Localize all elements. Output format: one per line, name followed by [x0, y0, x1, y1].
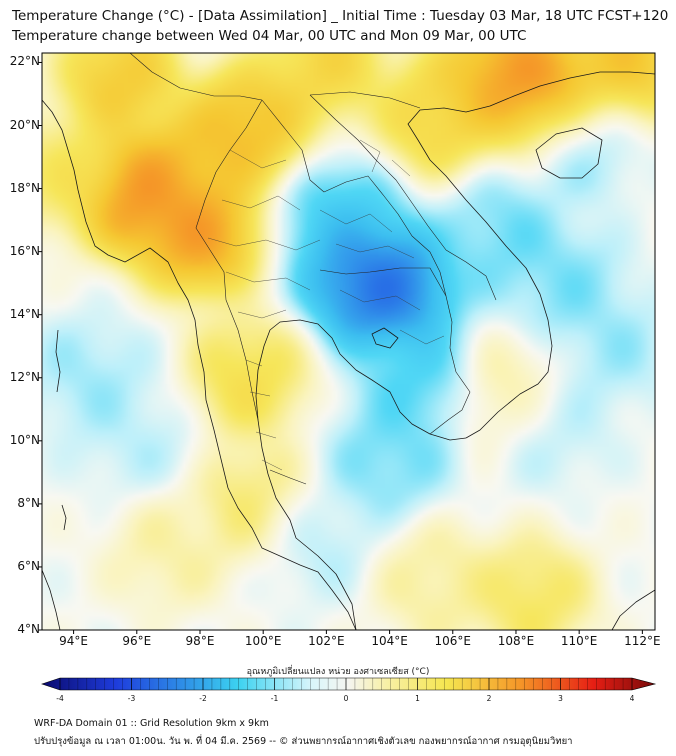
lat-label: 14°N	[9, 306, 40, 321]
map-frame	[41, 52, 656, 631]
lat-label: 20°N	[9, 117, 40, 132]
colorbar-tick-label: 4	[629, 694, 635, 703]
eastern-coastline	[407, 71, 655, 439]
lon-label: 112°E	[624, 634, 661, 648]
colorbar-tick-label: 0	[343, 694, 349, 703]
western-coastline	[42, 99, 357, 630]
temperature-field-raster	[42, 53, 655, 630]
hainan-island	[535, 127, 603, 179]
lon-label: 104°E	[371, 634, 408, 648]
lat-label: 4°N	[17, 622, 40, 636]
nicobar-islands	[61, 504, 67, 531]
lon-label: 94°E	[59, 634, 89, 648]
colorbar-tick-label: -3	[127, 694, 136, 703]
lon-label: 108°E	[497, 634, 535, 648]
colorbar-tick-label: -1	[270, 694, 279, 703]
myanmar-china-border	[129, 53, 263, 101]
lon-label: 100°E	[244, 634, 282, 648]
colorbar-ticks	[59, 678, 633, 690]
lat-label: 8°N	[17, 495, 40, 510]
lat-label: 22°N	[9, 54, 40, 69]
colorbar-ramp	[41, 677, 657, 691]
lat-label: 12°N	[9, 369, 40, 384]
thailand-cambodia-border	[319, 267, 447, 297]
lon-label: 96°E	[122, 634, 152, 648]
map-title-line1: Temperature Change (°C) - [Data Assimila…	[12, 8, 669, 24]
lat-label: 18°N	[9, 180, 40, 195]
map-title-line2: Temperature change between Wed 04 Mar, 0…	[12, 28, 527, 44]
vietnam-china-border	[309, 91, 421, 109]
colorbar-label: อุณหภูมิเปลี่ยนแปลง หน่วย องศาเซลเซียส (…	[246, 667, 430, 677]
footer-model-info: WRF-DA Domain 01 :: Grid Resolution 9km …	[34, 718, 269, 729]
gulf-of-thailand-coastline	[255, 319, 467, 630]
colorbar-tick-label: 3	[558, 694, 563, 703]
lon-label: 102°E	[308, 634, 345, 648]
borneo-coastline	[611, 589, 655, 630]
lon-label: 98°E	[185, 634, 215, 648]
colorbar-tick-label: -4	[56, 694, 64, 703]
footer-update-info: ปรับปรุงข้อมูล ณ เวลา 01:00น. วัน พ. ที่…	[34, 736, 573, 747]
tonle-sap-lake	[371, 327, 399, 349]
colorbar-tick-label: -2	[199, 694, 207, 703]
laos-vietnam-border	[309, 94, 497, 301]
lat-label: 16°N	[9, 243, 40, 258]
thailand-laos-border	[261, 99, 447, 297]
internal-boundaries	[207, 139, 445, 471]
lat-label: 10°N	[9, 432, 40, 447]
national-border-layer	[129, 53, 497, 485]
thailand-malaysia-border	[269, 469, 307, 485]
andaman-islands	[55, 329, 61, 393]
axis-ticks	[38, 61, 643, 634]
colorbar-tick-label: 2	[486, 694, 492, 703]
lat-label: 6°N	[17, 558, 40, 573]
colorbar	[41, 677, 657, 691]
lon-label: 106°E	[434, 634, 472, 648]
coastline-layer	[42, 71, 655, 630]
colorbar-tick-label: 1	[415, 694, 420, 703]
sumatra-coastline	[42, 569, 61, 630]
lon-label: 110°E	[560, 634, 598, 648]
cambodia-vietnam-border	[429, 295, 471, 435]
